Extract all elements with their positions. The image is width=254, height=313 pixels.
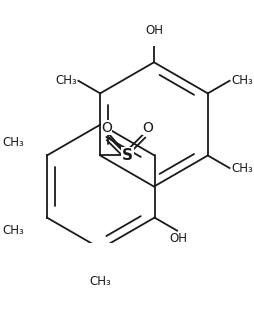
Text: CH₃: CH₃ (231, 74, 253, 87)
Text: CH₃: CH₃ (2, 136, 24, 149)
Text: CH₃: CH₃ (2, 224, 24, 237)
Text: OH: OH (145, 24, 163, 37)
Text: S: S (122, 148, 133, 163)
Text: OH: OH (170, 232, 187, 245)
Text: O: O (101, 121, 112, 135)
Text: O: O (143, 121, 153, 135)
Text: CH₃: CH₃ (231, 162, 253, 175)
Text: CH₃: CH₃ (90, 275, 112, 288)
Text: CH₃: CH₃ (55, 74, 77, 87)
